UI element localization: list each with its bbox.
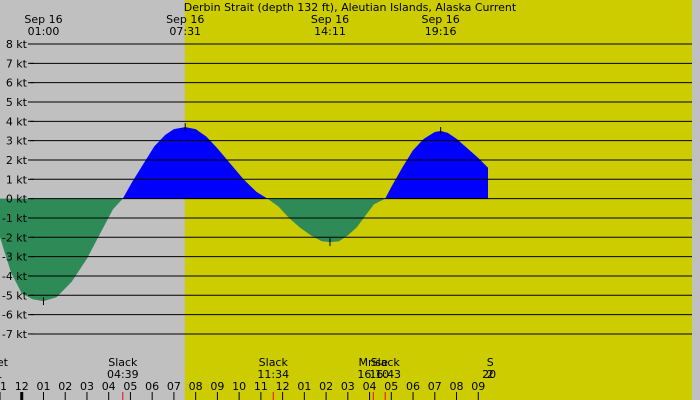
x-tick-label: 06 bbox=[145, 380, 159, 393]
extremum-date: Sep 16 bbox=[166, 13, 204, 26]
y-tick-label: 1 kt bbox=[6, 173, 28, 186]
current-time-marker bbox=[20, 392, 24, 400]
y-tick-label: 2 kt bbox=[6, 154, 28, 167]
x-tick-label: 07 bbox=[167, 380, 181, 393]
event-time: 11:34 bbox=[257, 368, 289, 381]
x-tick-label: 08 bbox=[450, 380, 464, 393]
event-label-sunrise: S bbox=[487, 356, 494, 369]
x-tick-label: 02 bbox=[319, 380, 333, 393]
x-tick-label: 03 bbox=[80, 380, 94, 393]
y-tick-label: 6 kt bbox=[6, 77, 28, 90]
event-label-slack: Slack bbox=[108, 356, 138, 369]
x-tick-label: 05 bbox=[384, 380, 398, 393]
x-axis: 1112010203040506070809101112010203040506… bbox=[0, 368, 496, 400]
x-tick-label: 04 bbox=[102, 380, 116, 393]
y-tick-label: -7 kt bbox=[2, 328, 28, 341]
x-tick-label: 01 bbox=[297, 380, 311, 393]
event-time: 16:10 bbox=[357, 368, 389, 381]
x-tick-label: 11 bbox=[0, 380, 7, 393]
event-time: 16:43 bbox=[369, 368, 401, 381]
extremum-date: Sep 16 bbox=[311, 13, 349, 26]
x-tick-label: 03 bbox=[341, 380, 355, 393]
event-label-slack: Slack bbox=[371, 356, 401, 369]
extremum-date: Sep 16 bbox=[24, 13, 62, 26]
event-label-set: Set bbox=[0, 356, 9, 369]
y-tick-label: -3 kt bbox=[2, 251, 28, 264]
edge-label: 1 bbox=[0, 368, 2, 381]
extremum-time: 01:00 bbox=[28, 25, 60, 38]
x-tick-label: 10 bbox=[232, 380, 246, 393]
y-tick-label: -5 kt bbox=[2, 289, 28, 302]
x-tick-label: 09 bbox=[210, 380, 224, 393]
y-tick-label: 0 kt bbox=[6, 193, 28, 206]
y-tick-label: -2 kt bbox=[2, 231, 28, 244]
y-tick-label: 3 kt bbox=[6, 135, 28, 148]
event-label-slack: Slack bbox=[259, 356, 289, 369]
flood-area-1 bbox=[122, 127, 268, 199]
y-axis: 8 kt 7 kt 6 kt 5 kt 4 kt 3 kt 2 kt 1 kt 0 kt -1 k… bbox=[2, 38, 34, 341]
x-tick-label: 01 bbox=[36, 380, 50, 393]
extremum-date: Sep 16 bbox=[422, 13, 460, 26]
x-tick-label: 02 bbox=[58, 380, 72, 393]
y-tick-label: -6 kt bbox=[2, 309, 28, 322]
x-tick-label: 12 bbox=[15, 380, 29, 393]
y-tick-label: 5 kt bbox=[6, 96, 28, 109]
x-tick-label: 07 bbox=[428, 380, 442, 393]
extremum-time: 14:11 bbox=[314, 25, 346, 38]
y-tick-label: -1 kt bbox=[2, 212, 28, 225]
event-label-mrise: Mrise bbox=[358, 356, 388, 369]
event-labels: SetSlack04:39Slack11:34Mrise16:10Slack16… bbox=[0, 356, 494, 400]
grid-lines bbox=[30, 43, 692, 335]
x-tick-label: 11 bbox=[254, 380, 268, 393]
x-tick-label: 12 bbox=[276, 380, 290, 393]
y-tick-label: 8 kt bbox=[6, 38, 28, 51]
x-tick-label: 06 bbox=[406, 380, 420, 393]
x-tick-label: 05 bbox=[123, 380, 137, 393]
x-tick-label: 04 bbox=[363, 380, 377, 393]
daylight-band bbox=[184, 0, 693, 400]
y-tick-label: 7 kt bbox=[6, 57, 28, 70]
ebb-area-2 bbox=[267, 198, 386, 243]
extremum-time: 19:16 bbox=[425, 25, 457, 38]
x-tick-label: 08 bbox=[189, 380, 203, 393]
flood-area-3 bbox=[385, 131, 488, 199]
event-time: 2 bbox=[487, 368, 494, 381]
extremum-time: 07:31 bbox=[169, 25, 201, 38]
x-tick-label: 09 bbox=[471, 380, 485, 393]
chart-title: Derbin Strait (depth 132 ft), Aleutian I… bbox=[184, 1, 517, 14]
y-tick-label: -4 kt bbox=[2, 270, 28, 283]
edge-label: 20 bbox=[482, 368, 496, 381]
y-tick-label: 4 kt bbox=[6, 115, 28, 128]
event-time: 04:39 bbox=[107, 368, 139, 381]
